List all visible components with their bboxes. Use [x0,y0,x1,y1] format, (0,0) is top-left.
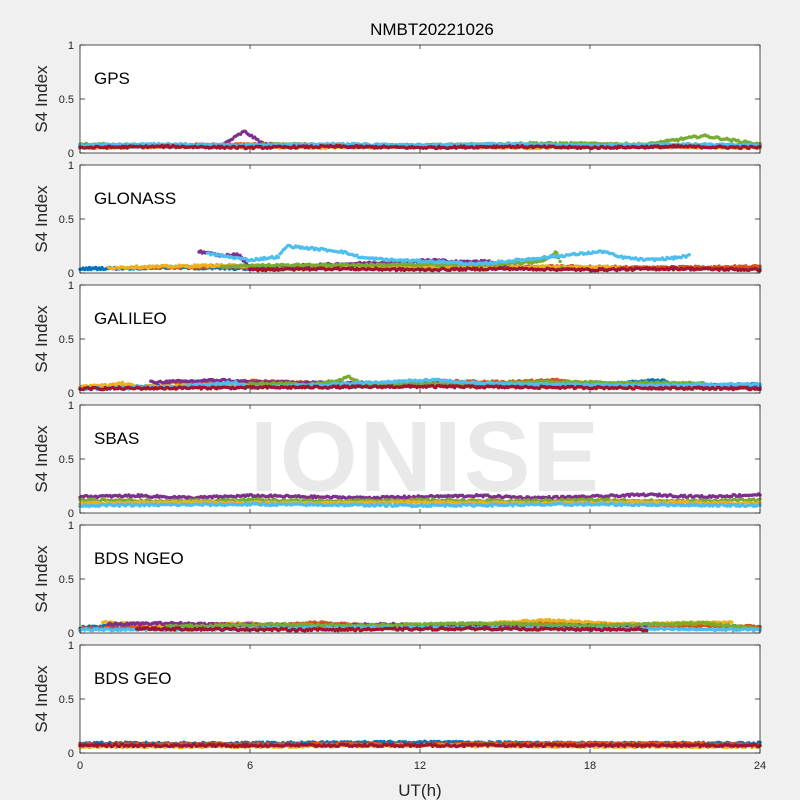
panel-label: GPS [94,69,130,88]
y-axis-label: S4 Index [32,65,51,133]
data-point [558,259,562,264]
y-tick-label: 0 [68,148,74,160]
panel-gps: 0 0.5 1 S4 Index GPS [32,40,762,160]
data-point [276,255,280,260]
y-tick-label: 0.5 [59,94,74,106]
plot-area [80,45,760,153]
y-tick-label: 1 [68,40,74,52]
figure-title: NMBT20221026 [370,20,494,39]
data-point [687,253,691,257]
plot-area [80,165,760,273]
